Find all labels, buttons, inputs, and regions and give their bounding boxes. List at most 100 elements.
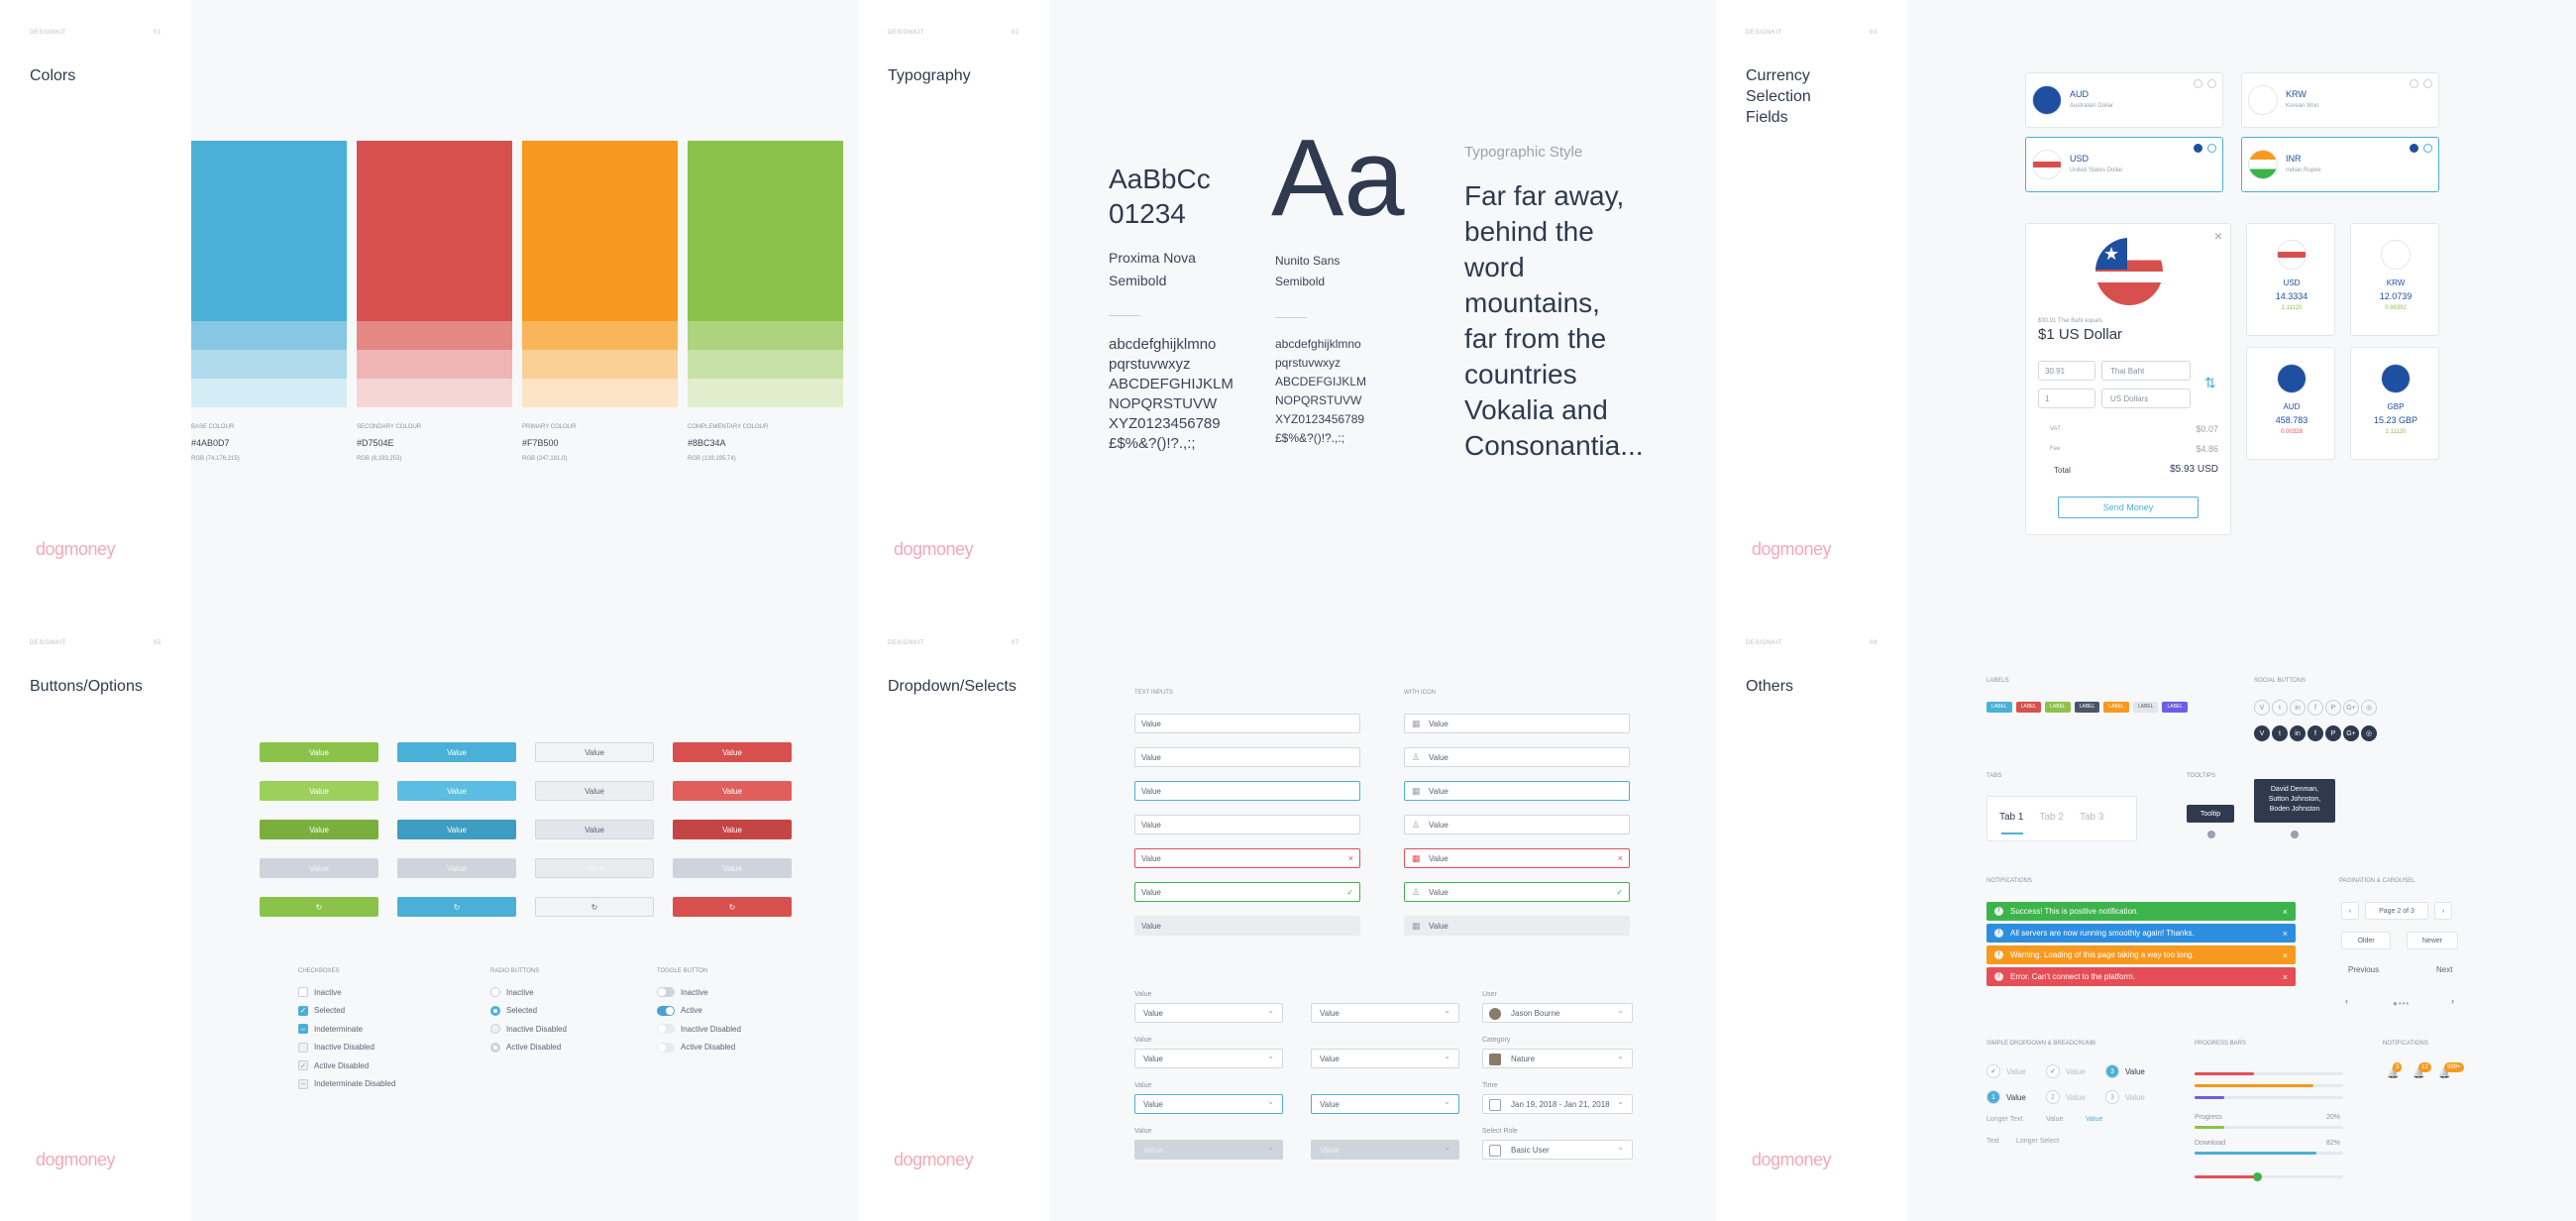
- rate-card-gbp[interactable]: GBP 15.23 GBP 1.11120: [2350, 347, 2439, 460]
- carousel-prev-icon[interactable]: ‹: [2345, 996, 2348, 1006]
- social-icon[interactable]: f: [2308, 700, 2323, 716]
- social-icon[interactable]: G+: [2343, 700, 2359, 716]
- slider-handle[interactable]: [2253, 1172, 2262, 1181]
- amount-input[interactable]: 30.91: [2038, 361, 2095, 381]
- progress-bar[interactable]: [2195, 1172, 2343, 1181]
- info-icon[interactable]: [2423, 79, 2432, 88]
- currency-chip-inr[interactable]: INR Indian Rupee: [2241, 137, 2439, 192]
- loading-button[interactable]: ↻: [673, 897, 792, 917]
- value-button[interactable]: Value: [673, 742, 792, 762]
- close-icon[interactable]: ×: [2282, 906, 2288, 917]
- value-select[interactable]: Value ⌄: [1311, 1003, 1459, 1023]
- info-icon[interactable]: [2207, 144, 2216, 153]
- value-button[interactable]: Value: [397, 742, 516, 762]
- social-icon[interactable]: t: [2272, 700, 2288, 716]
- text-input[interactable]: Value: [1134, 916, 1360, 936]
- step-item[interactable]: ✓ Value: [2046, 1064, 2086, 1078]
- checkbox-option[interactable]: – Indeterminate: [298, 1024, 363, 1034]
- text-input[interactable]: Value: [1134, 714, 1360, 733]
- social-icon[interactable]: in: [2290, 700, 2306, 716]
- currency-chip-usd[interactable]: USD United States Dollar: [2025, 137, 2223, 192]
- tooltip-trigger-icon[interactable]: [2207, 831, 2215, 838]
- value-button[interactable]: Value: [673, 781, 792, 801]
- checkbox-option[interactable]: Inactive: [298, 987, 342, 997]
- icon-input[interactable]: ♙ Value ✓: [1404, 882, 1630, 902]
- value-button[interactable]: Value: [260, 781, 378, 801]
- social-icon[interactable]: G+: [2343, 725, 2359, 741]
- currency-select[interactable]: US Dollars: [2101, 388, 2191, 408]
- user-select[interactable]: Jason Bourne ⌄: [1482, 1003, 1633, 1023]
- breadcrumb-item[interactable]: Longer Select: [2016, 1138, 2060, 1145]
- rate-card-krw[interactable]: KRW 12.0739 0.98392: [2350, 223, 2439, 336]
- social-icon[interactable]: f: [2308, 725, 2323, 741]
- loading-button[interactable]: ↻: [535, 897, 654, 917]
- tab-2[interactable]: Tab 2: [2039, 812, 2064, 823]
- breadcrumb-item[interactable]: Value: [2046, 1116, 2064, 1123]
- social-icon[interactable]: V: [2254, 700, 2270, 716]
- send-money-button[interactable]: Send Money: [2058, 497, 2199, 518]
- previous-button[interactable]: Previous: [2348, 965, 2380, 974]
- checkbox-option[interactable]: – Indeterminate Disabled: [298, 1078, 395, 1089]
- icon-input[interactable]: ♙ Value: [1404, 815, 1630, 834]
- checkbox-option[interactable]: ✓ Active Disabled: [298, 1060, 369, 1070]
- toggle-option[interactable]: Inactive: [657, 987, 708, 997]
- breadcrumb-item[interactable]: Value: [2086, 1116, 2103, 1123]
- text-input[interactable]: Value: [1134, 747, 1360, 767]
- older-button[interactable]: Older: [2341, 932, 2391, 949]
- tooltip-trigger-icon[interactable]: [2291, 831, 2299, 838]
- next-page-button[interactable]: ›: [2434, 902, 2452, 920]
- currency-chip-krw[interactable]: KRW Korean Won: [2241, 72, 2439, 128]
- icon-input[interactable]: ▦ Value: [1404, 916, 1630, 936]
- step-item[interactable]: 3 Value: [2105, 1090, 2145, 1104]
- value-button[interactable]: Value: [397, 858, 516, 878]
- close-icon[interactable]: ×: [2282, 949, 2288, 960]
- value-button[interactable]: Value: [535, 742, 654, 762]
- value-button[interactable]: Value: [535, 781, 654, 801]
- value-select[interactable]: Value ⌄: [1134, 1049, 1283, 1068]
- toggle-option[interactable]: Active Disabled: [657, 1042, 735, 1053]
- radio-option[interactable]: Inactive Disabled: [490, 1024, 567, 1034]
- social-icon[interactable]: in: [2290, 725, 2306, 741]
- next-button[interactable]: Next: [2436, 965, 2453, 974]
- social-icon[interactable]: P: [2325, 725, 2341, 741]
- newer-button[interactable]: Newer: [2407, 932, 2458, 949]
- breadcrumb-item[interactable]: Longer Text: [1986, 1116, 2023, 1123]
- value-select[interactable]: Value ⌄: [1311, 1140, 1459, 1160]
- text-input[interactable]: Value: [1134, 815, 1360, 834]
- bell-icon[interactable]: 🔔: [2438, 1068, 2451, 1079]
- text-input[interactable]: Value: [1134, 781, 1360, 801]
- value-select[interactable]: Value ⌄: [1311, 1049, 1459, 1068]
- bell-icon[interactable]: 🔔: [2413, 1068, 2425, 1079]
- close-icon[interactable]: ×: [2213, 228, 2222, 244]
- rate-card-aud[interactable]: AUD 458.783 0.00328: [2246, 347, 2335, 460]
- role-select[interactable]: Basic User ⌄: [1482, 1140, 1633, 1160]
- currency-chip-aud[interactable]: AUD Australian Dollar: [2025, 72, 2223, 128]
- value-button[interactable]: Value: [673, 820, 792, 839]
- toggle-option[interactable]: Inactive Disabled: [657, 1024, 741, 1034]
- loading-button[interactable]: ↻: [260, 897, 378, 917]
- value-select[interactable]: Value ⌄: [1311, 1094, 1459, 1114]
- icon-input[interactable]: ▦ Value: [1404, 781, 1630, 801]
- category-select[interactable]: Nature ⌄: [1482, 1049, 1633, 1068]
- social-icon[interactable]: P: [2325, 700, 2341, 716]
- close-icon[interactable]: ×: [2282, 928, 2288, 939]
- value-button[interactable]: Value: [535, 820, 654, 839]
- bell-icon[interactable]: 🔔: [2387, 1068, 2400, 1079]
- value-button[interactable]: Value: [397, 781, 516, 801]
- checkbox-option[interactable]: ✓ Selected: [298, 1005, 345, 1016]
- text-input[interactable]: Value ✓: [1134, 882, 1360, 902]
- radio-option[interactable]: Active Disabled: [490, 1042, 561, 1053]
- radio-option[interactable]: Inactive: [490, 987, 534, 997]
- step-item[interactable]: 3 Value: [2105, 1064, 2145, 1078]
- social-icon[interactable]: ◎: [2361, 725, 2377, 741]
- social-icon[interactable]: t: [2272, 725, 2288, 741]
- radio-option[interactable]: Selected: [490, 1005, 537, 1016]
- toggle-option[interactable]: Active: [657, 1005, 702, 1016]
- carousel-next-icon[interactable]: ›: [2451, 996, 2454, 1006]
- close-icon[interactable]: ×: [2282, 971, 2288, 982]
- icon-input[interactable]: ▦ Value ×: [1404, 848, 1630, 868]
- breadcrumb-item[interactable]: Text: [1986, 1138, 1999, 1145]
- value-button[interactable]: Value: [260, 820, 378, 839]
- loading-button[interactable]: ↻: [397, 897, 516, 917]
- value-button[interactable]: Value: [260, 858, 378, 878]
